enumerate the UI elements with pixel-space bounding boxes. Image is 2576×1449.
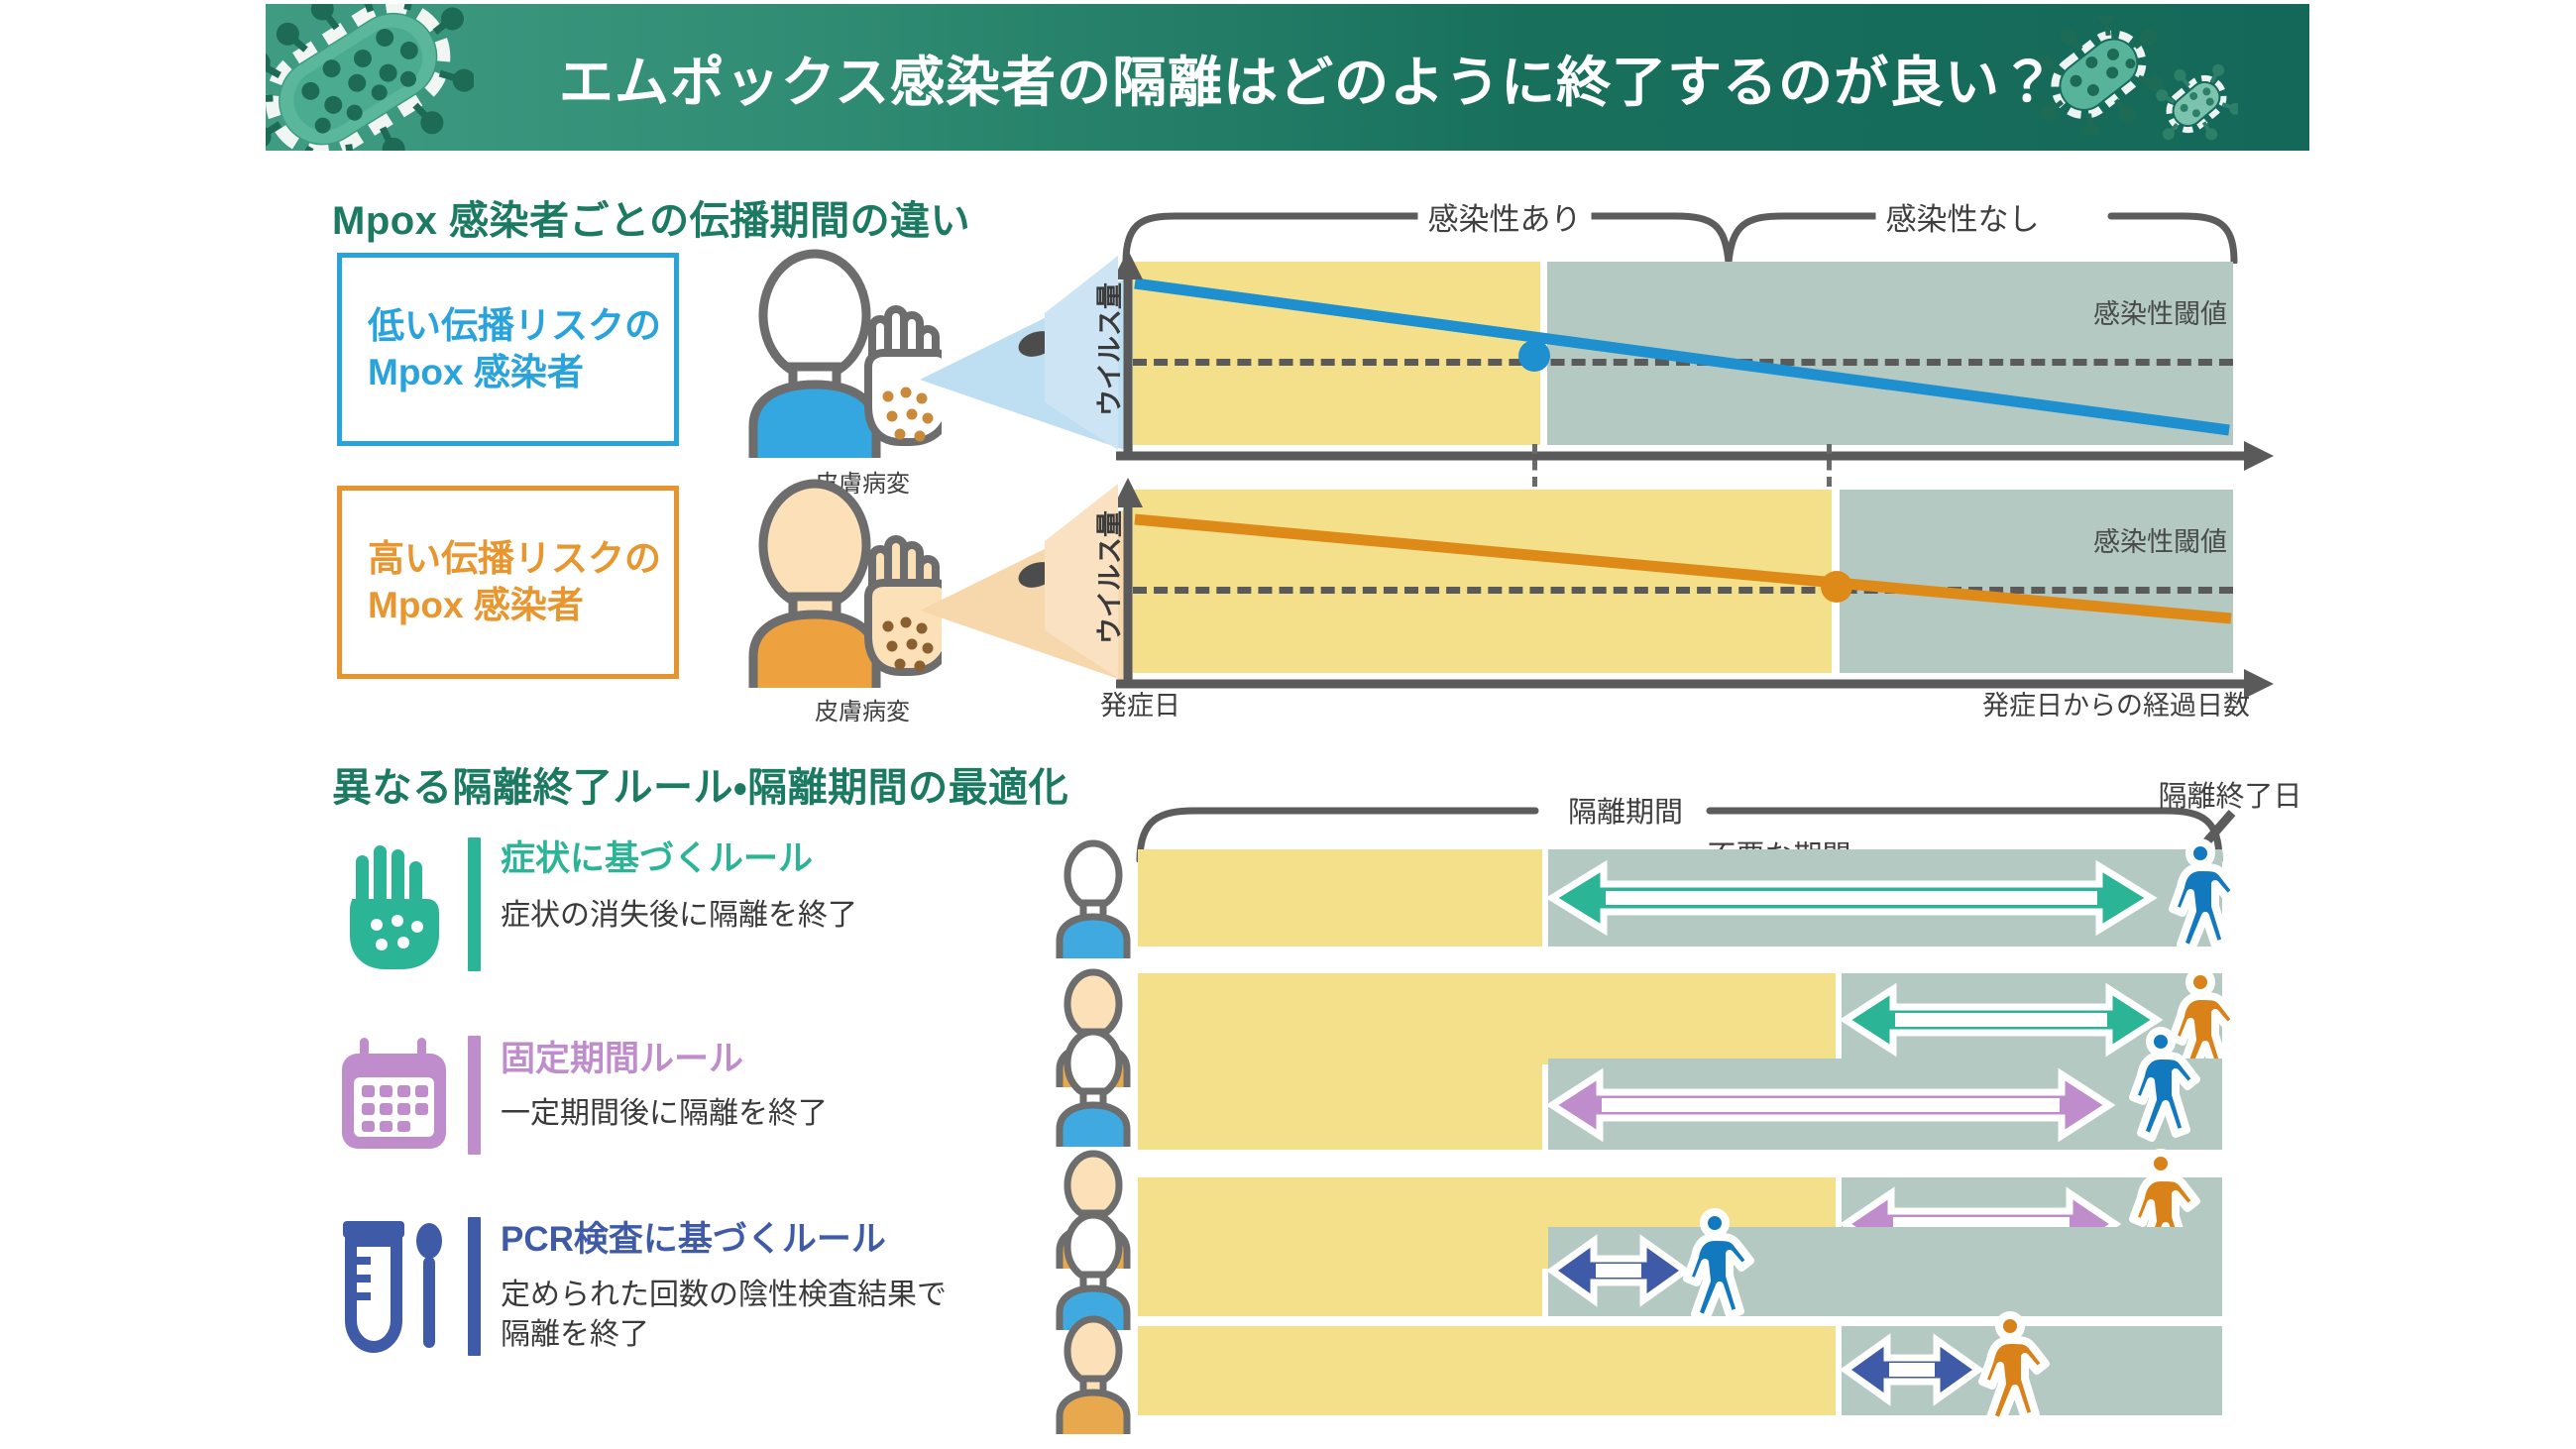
rule-desc-pcr-line1: 定められた回数の陰性検査結果で <box>501 1279 947 1311</box>
category-box-low-risk: 低い伝播リスクの Mpox 感染者 <box>337 253 679 446</box>
row-avatar-low-symptom-icon <box>1056 839 1131 958</box>
calendar-icon <box>342 1038 446 1149</box>
threshold-line-high <box>1133 587 2233 595</box>
zone-non-infectious-high <box>1839 490 2233 673</box>
lesion-label-high-risk: 皮膚病変 <box>815 699 910 725</box>
y-axis-label-high: ウイルス量 <box>1095 510 1125 644</box>
person-blue-avatar-icon <box>748 249 942 458</box>
rule-accent-symptom <box>468 837 481 971</box>
walker-low-pcr-icon <box>1683 1208 1754 1323</box>
zone-infectious-high <box>1133 490 1832 673</box>
section-heading-rules: 異なる隔離終了ルール・隔離期間の最適化 <box>332 766 1069 810</box>
virus-load-line-low <box>1133 262 2233 445</box>
rule-desc-symptom-line1: 症状の消失後に隔離を終了 <box>501 899 857 932</box>
bar-yellow-high-symptom <box>1138 973 1836 1064</box>
rule-accent-fixed <box>468 1036 481 1155</box>
bracket-label-non-infectious: 感染性なし <box>1875 194 2050 239</box>
walker-low-fixed-icon <box>2129 1027 2200 1142</box>
chart-low-risk: 感染性閾値 <box>1133 262 2233 445</box>
category-label-high-risk-line1: 高い伝播リスクの <box>368 537 661 579</box>
header-banner: エムポックス感染者の隔離はどのように終了するのが良い？ <box>266 4 2309 151</box>
rule-title-symptom: 症状に基づくルール <box>501 839 814 878</box>
bracket-isolation-period <box>1136 807 2223 862</box>
y-axis-beam-high <box>1045 484 1118 678</box>
x-axis-arrow-high <box>1116 669 2274 699</box>
bracket-label-infectious: 感染性あり <box>1417 194 1592 239</box>
chart-high-risk: 感染性閾値 <box>1133 490 2233 673</box>
walker-low-symptom-icon <box>2169 838 2240 953</box>
row-avatar-high-pcr-icon <box>1056 1315 1131 1434</box>
y-axis-beam-low <box>1045 256 1118 450</box>
category-box-high-risk: 高い伝播リスクの Mpox 感染者 <box>337 486 679 679</box>
page-title: エムポックス感染者の隔離はどのように終了するのが良い？ <box>558 52 2057 113</box>
arrow-unnecessary-low-symptom <box>1545 859 2158 937</box>
category-label-high-risk-line2: Mpox 感染者 <box>368 584 584 625</box>
virus-load-line-high <box>1133 490 2233 673</box>
rule-title-fixed: 固定期間ルール <box>501 1040 744 1078</box>
x-axis-end-label: 発症日からの経過日数 <box>1982 691 2250 721</box>
y-axis-arrow-high <box>1113 478 1143 684</box>
arrow-unnecessary-high-symptom <box>1839 982 2164 1058</box>
virus-particle-medium-icon <box>2037 16 2163 135</box>
arrow-unnecessary-low-pcr <box>1545 1234 1692 1307</box>
threshold-crossing-marker-low <box>1518 340 1550 372</box>
category-label-low-risk-line2: Mpox 感染者 <box>368 351 584 392</box>
virus-particle-large-icon <box>266 4 474 151</box>
rule-title-pcr: PCR検査に基づくルール <box>501 1220 886 1259</box>
rule-accent-pcr <box>468 1217 481 1356</box>
section-heading-transmission: Mpox 感染者ごとの伝播期間の違い <box>332 199 971 243</box>
test-tube-swab-icon <box>343 1221 442 1354</box>
virus-particle-small-icon <box>2156 63 2238 141</box>
bracket-infectious-vs-noninfectious <box>1122 212 2238 264</box>
threshold-crossing-marker-high <box>1821 571 1852 603</box>
category-label-low-risk-line1: 低い伝播リスクの <box>368 304 661 346</box>
threshold-label-low: 感染性閾値 <box>2093 299 2227 330</box>
walker-high-symptom-icon <box>2169 967 2240 1082</box>
y-axis-label-low: ウイルス量 <box>1095 282 1125 416</box>
x-axis-arrow-low <box>1116 441 2274 471</box>
person-orange-avatar-icon <box>748 479 942 688</box>
bar-yellow-low-symptom <box>1138 849 1542 947</box>
arrow-unnecessary-low-fixed <box>1545 1067 2116 1143</box>
rule-desc-pcr-line2: 隔離を終了 <box>501 1318 649 1351</box>
row-avatar-low-fixed-icon <box>1056 1028 1131 1147</box>
x-axis-start-label: 発症日 <box>1100 691 1180 721</box>
label-isolation-period: 隔離期間 <box>1567 797 1684 829</box>
rule-desc-fixed-line1: 一定期間後に隔離を終了 <box>501 1097 828 1130</box>
walker-high-pcr-icon <box>1978 1311 2050 1426</box>
threshold-label-high: 感染性閾値 <box>2093 527 2227 558</box>
bar-yellow-high-pcr <box>1138 1326 1836 1415</box>
row-avatar-low-pcr-icon <box>1056 1211 1131 1330</box>
label-isolation-end-day: 隔離終了日 <box>2158 781 2302 813</box>
connector-dotted-low-boundary <box>1532 444 1537 519</box>
arrow-unnecessary-high-pcr <box>1839 1333 1985 1406</box>
bar-yellow-low-fixed <box>1138 1059 1542 1150</box>
bar-yellow-low-pcr <box>1138 1227 1542 1316</box>
connector-dotted-high-boundary <box>1827 444 1832 519</box>
y-axis-arrow-low <box>1113 250 1143 456</box>
hand-rash-icon <box>350 845 439 969</box>
